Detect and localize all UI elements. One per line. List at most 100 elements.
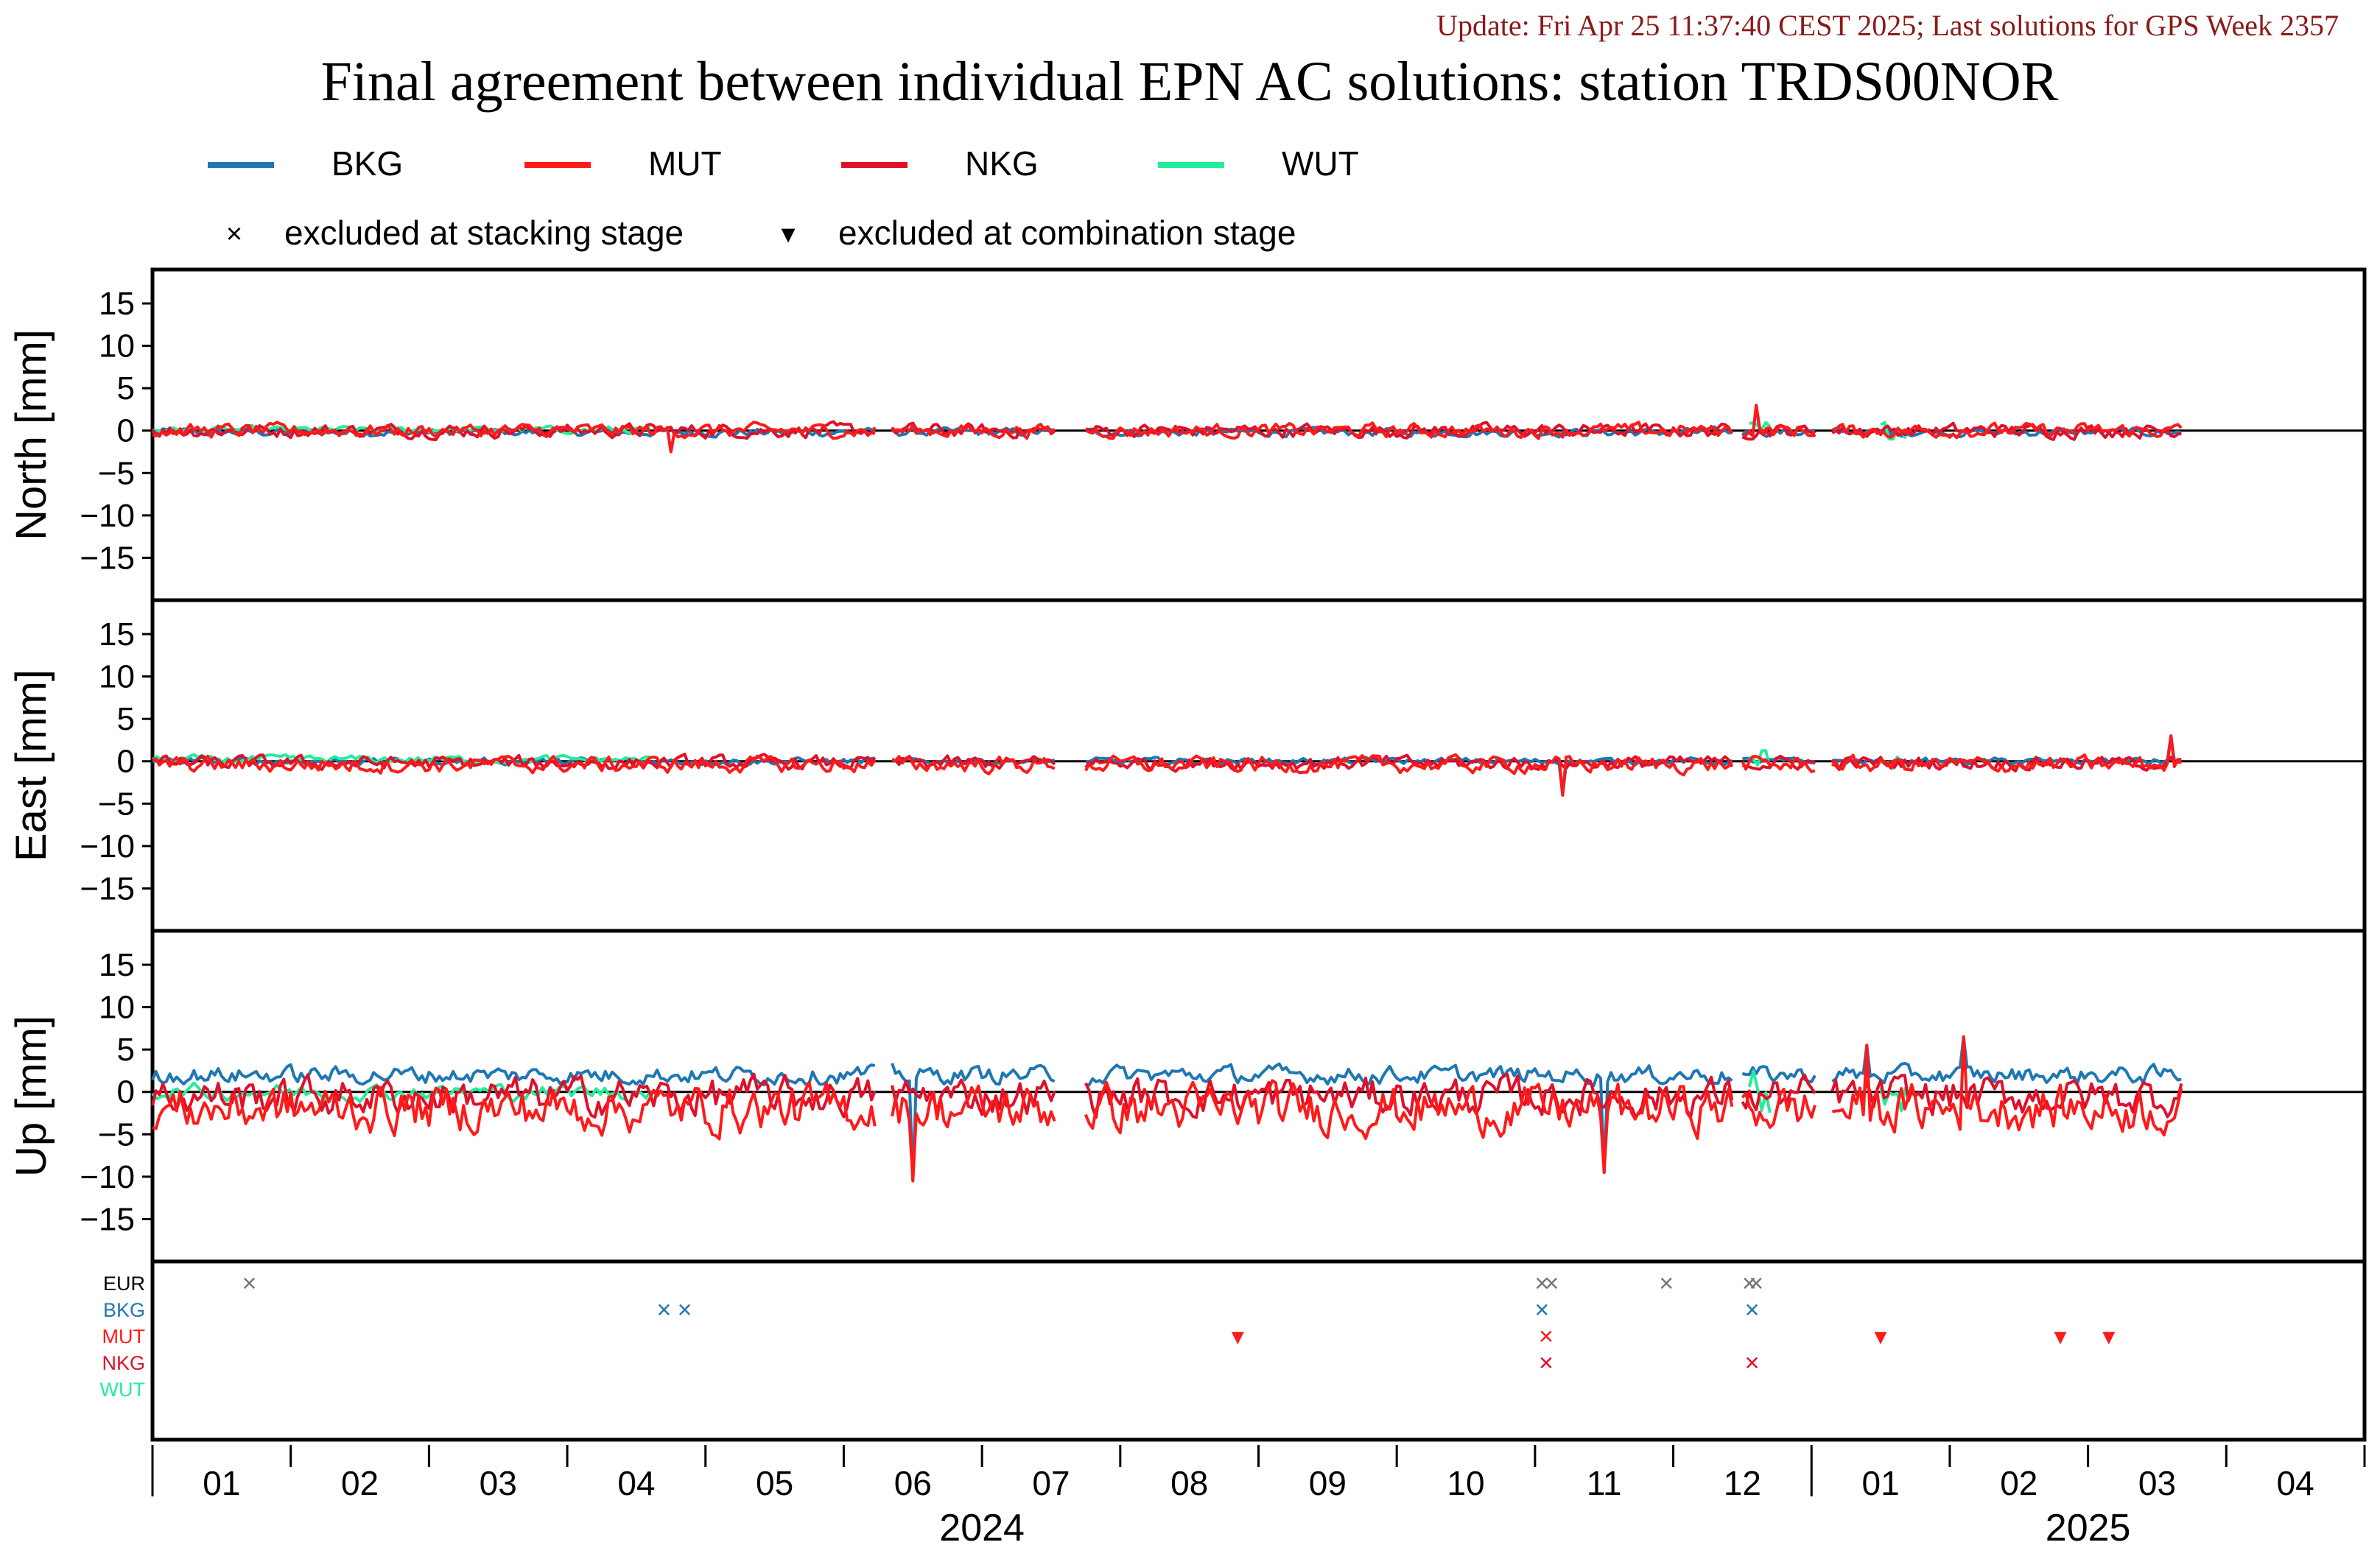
y-tick-label: 0 bbox=[117, 1074, 135, 1111]
month-label: 11 bbox=[1587, 1464, 1622, 1502]
y-tick-label: −10 bbox=[80, 498, 135, 534]
exclusion-marker: × bbox=[1745, 1349, 1760, 1377]
month-label: 01 bbox=[1862, 1464, 1900, 1502]
y-tick-label: 15 bbox=[99, 947, 135, 983]
y-tick-label: 5 bbox=[117, 1032, 135, 1068]
y-tick-label: 0 bbox=[117, 744, 135, 780]
series-mut-line bbox=[1830, 734, 2183, 773]
y-axis-label: East [mm] bbox=[7, 669, 55, 862]
legend-marker-symbol: ▾ bbox=[781, 219, 795, 250]
series-mut-line bbox=[1084, 753, 1733, 797]
update-text: Update: Fri Apr 25 11:37:40 CEST 2025; L… bbox=[1436, 9, 2339, 42]
legend-label-nkg: NKG bbox=[965, 144, 1039, 183]
month-label: 07 bbox=[1032, 1464, 1070, 1502]
exclusion-marker: × bbox=[1742, 1270, 1757, 1298]
legend-label-bkg: BKG bbox=[331, 144, 403, 183]
series-mut-line bbox=[1742, 404, 1816, 438]
exclusion-marker: × bbox=[1745, 1296, 1760, 1324]
y-tick-label: 5 bbox=[117, 370, 135, 407]
exclusion-marker: × bbox=[1539, 1349, 1554, 1377]
exclusion-marker: × bbox=[1749, 1270, 1763, 1298]
series-mut-line bbox=[1741, 1088, 1816, 1129]
series-bkg-line bbox=[891, 1063, 1056, 1183]
series-mut-line bbox=[152, 1081, 877, 1141]
month-label: 09 bbox=[1309, 1464, 1347, 1502]
y-tick-label: −5 bbox=[98, 786, 135, 822]
time-axis: 01 02 03 04 05 06 07 08 09 10 11 12 01 02 03 04 2024 2025 bbox=[151, 1445, 2366, 1545]
y-axis-label: Up [mm] bbox=[7, 1016, 55, 1177]
legend: BKG MUT NKG WUT × excluded at stacking stage ▾… bbox=[208, 144, 1359, 252]
exclusion-marker: ▾ bbox=[1232, 1323, 1244, 1351]
y-tick-label: −15 bbox=[80, 870, 135, 907]
exclusion-row-label: MUT bbox=[102, 1326, 145, 1348]
exclusion-marker: × bbox=[1534, 1296, 1549, 1324]
month-label: 05 bbox=[756, 1464, 793, 1502]
month-label: 08 bbox=[1170, 1464, 1208, 1502]
series-wut-line bbox=[1879, 1086, 1907, 1113]
y-tick-label: 10 bbox=[99, 990, 135, 1026]
exclusion-marker: × bbox=[1659, 1270, 1674, 1298]
exclusion-row-label: EUR bbox=[103, 1273, 145, 1295]
year-label: 2024 bbox=[939, 1507, 1025, 1545]
series-mut-line bbox=[1741, 755, 1816, 773]
exclusion-row-label: NKG bbox=[102, 1352, 145, 1374]
y-tick-label: −10 bbox=[80, 828, 135, 865]
legend-marker-symbol: × bbox=[226, 219, 242, 250]
exclusion-marker: ▾ bbox=[2054, 1323, 2067, 1351]
exclusion-marker: × bbox=[1534, 1270, 1549, 1298]
series-mut-line bbox=[1831, 1035, 2183, 1137]
y-tick-label: 0 bbox=[117, 413, 135, 449]
series-bkg-line bbox=[1831, 1035, 2182, 1085]
y-tick-label: −5 bbox=[98, 455, 135, 491]
series-mut-line bbox=[1085, 420, 1733, 440]
month-label: 01 bbox=[203, 1464, 240, 1502]
series-mut-line bbox=[152, 754, 877, 775]
month-label: 12 bbox=[1724, 1464, 1761, 1502]
exclusion-row-label: WUT bbox=[100, 1379, 145, 1401]
series-nkg-line bbox=[891, 1078, 1056, 1116]
series-nkg-line bbox=[1831, 421, 2182, 441]
exclusion-marker: × bbox=[1539, 1323, 1554, 1351]
y-tick-label: −15 bbox=[80, 1201, 135, 1237]
y-tick-label: 10 bbox=[99, 328, 135, 365]
y-tick-label: 10 bbox=[99, 659, 135, 695]
series-nkg-line bbox=[1085, 420, 1734, 440]
y-tick-label: −5 bbox=[98, 1116, 135, 1152]
month-label: 04 bbox=[2277, 1464, 2314, 1502]
series-bkg-line bbox=[1832, 734, 2182, 766]
series-wut-line bbox=[151, 753, 650, 766]
y-tick-label: −10 bbox=[80, 1159, 135, 1195]
exclusion-marker: × bbox=[678, 1296, 692, 1324]
y-axis-label: North [mm] bbox=[7, 329, 55, 541]
exclusion-marker: × bbox=[242, 1270, 256, 1298]
y-tick-label: −15 bbox=[80, 540, 135, 576]
series-wut-line bbox=[152, 423, 651, 435]
series-mut-line bbox=[891, 755, 1056, 775]
series-nkg-line bbox=[151, 420, 876, 441]
panels: 15 10 5 0 −5 −10 −15 North [mm] 15 10 5 0 −5 −10 −15 Ea… bbox=[7, 267, 2367, 1442]
series-nkg-line bbox=[1741, 1073, 1816, 1111]
exclusion-marker: × bbox=[1544, 1270, 1559, 1298]
y-tick-label: 5 bbox=[117, 701, 135, 737]
y-tick-label: 15 bbox=[99, 286, 135, 322]
exclusion-panel-frame bbox=[150, 1259, 2367, 1442]
legend-marker-label: excluded at combination stage bbox=[838, 214, 1296, 252]
month-label: 03 bbox=[480, 1464, 517, 1502]
y-tick-label: 15 bbox=[99, 616, 135, 652]
series-nkg-line bbox=[1830, 756, 2182, 772]
legend-label-wut: WUT bbox=[1282, 144, 1359, 183]
exclusion-marker: × bbox=[657, 1296, 672, 1324]
year-label: 2025 bbox=[2046, 1507, 2131, 1545]
month-label: 03 bbox=[2138, 1464, 2176, 1502]
panel-frame-2 bbox=[150, 929, 2367, 1264]
series-mut-line bbox=[152, 420, 877, 454]
exclusion-marker: ▾ bbox=[1875, 1323, 1887, 1351]
exclusion-marker: ▾ bbox=[2102, 1323, 2115, 1351]
month-label: 06 bbox=[894, 1464, 932, 1502]
exclusion-row-label: BKG bbox=[103, 1299, 145, 1321]
series-mut-line bbox=[1084, 1079, 1734, 1175]
legend-label-mut: MUT bbox=[648, 144, 722, 183]
month-label: 02 bbox=[341, 1464, 379, 1502]
series-nkg-line bbox=[151, 1072, 877, 1119]
